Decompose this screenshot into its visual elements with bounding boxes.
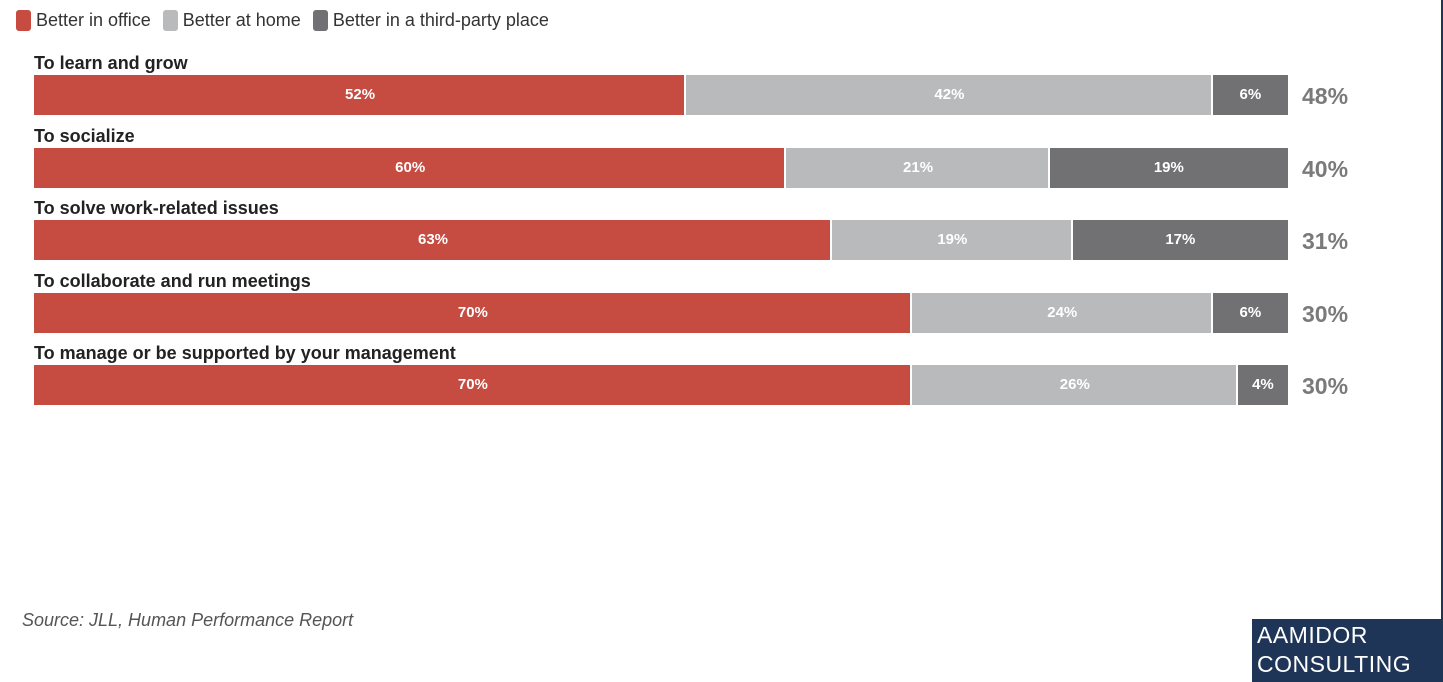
bar-segment	[686, 75, 1213, 115]
data-label: 24%	[1047, 303, 1078, 321]
data-label: 42%	[934, 86, 965, 103]
legend-swatch	[16, 9, 31, 31]
bar-segment	[911, 292, 1213, 333]
data-label: 70%	[457, 376, 488, 393]
bar-segment	[1237, 365, 1288, 405]
legend-item-0: Better in office	[16, 9, 151, 31]
bar-segment	[1212, 292, 1288, 333]
data-label: 6%	[1239, 303, 1262, 321]
aamidor-consulting-logo: AAMIDOR CONSULTING	[1252, 619, 1441, 682]
legend-swatch	[162, 9, 178, 31]
category-label: To manage or be supported by your manage…	[34, 343, 456, 363]
total-label: 30%	[1302, 300, 1349, 327]
legend-item-1: Better at home	[162, 9, 301, 31]
bar-segment	[34, 75, 687, 115]
bar-segment	[911, 365, 1238, 405]
bar-segment	[1049, 147, 1288, 188]
data-label: 4%	[1252, 376, 1274, 393]
total-label: 40%	[1302, 155, 1349, 182]
legend-label: Better in a third-party place	[332, 9, 549, 30]
bar-row: 70% 24% 6%	[34, 292, 1288, 333]
data-label: 6%	[1239, 86, 1262, 103]
data-label: 19%	[937, 231, 968, 248]
bar-row: 70% 26% 4%	[34, 365, 1288, 405]
total-label: 30%	[1302, 373, 1349, 399]
bar-segment	[34, 220, 832, 260]
bar-segment	[34, 147, 787, 188]
category-label: To solve work-related issues	[34, 198, 279, 218]
data-label: 21%	[903, 158, 934, 176]
data-label: 19%	[1153, 158, 1184, 176]
legend-label: Better at home	[182, 9, 301, 30]
bar-segment	[1072, 220, 1288, 260]
data-label: 26%	[1059, 376, 1090, 393]
category-label: To learn and grow	[34, 53, 188, 73]
data-label: 52%	[345, 86, 376, 103]
category-label: To collaborate and run meetings	[34, 270, 311, 291]
bar-row: 63% 19% 17%	[34, 220, 1288, 260]
total-label: 31%	[1302, 228, 1349, 254]
legend-label: Better in office	[36, 9, 151, 30]
bar-segment	[34, 365, 912, 405]
bar-segment	[1212, 75, 1288, 115]
legend: Better in office Better at home Better in …	[16, 8, 561, 32]
total-label: 48%	[1302, 83, 1349, 109]
right-border	[1441, 0, 1443, 682]
stacked-bar-chart: To learn and grow 52% 42% 6% 48% To socialize…	[34, 53, 1349, 405]
logo-line-2: CONSULTING	[1257, 651, 1412, 677]
category-label: To socialize	[34, 125, 135, 146]
bar-segment	[832, 220, 1073, 260]
bar-segment	[786, 147, 1050, 188]
bar-row: 60% 21% 19%	[34, 147, 1288, 188]
logo-line-1: AAMIDOR	[1257, 622, 1368, 648]
data-label: 70%	[457, 303, 488, 321]
data-label: 60%	[395, 158, 426, 176]
bar-row: 52% 42% 6%	[34, 75, 1288, 115]
data-label: 17%	[1165, 231, 1196, 248]
bar-segment	[34, 292, 912, 333]
legend-item-2: Better in a third-party place	[312, 9, 549, 31]
legend-swatch	[312, 9, 328, 31]
source-note: Source: JLL, Human Performance Report	[22, 610, 354, 630]
data-label: 63%	[417, 231, 449, 248]
